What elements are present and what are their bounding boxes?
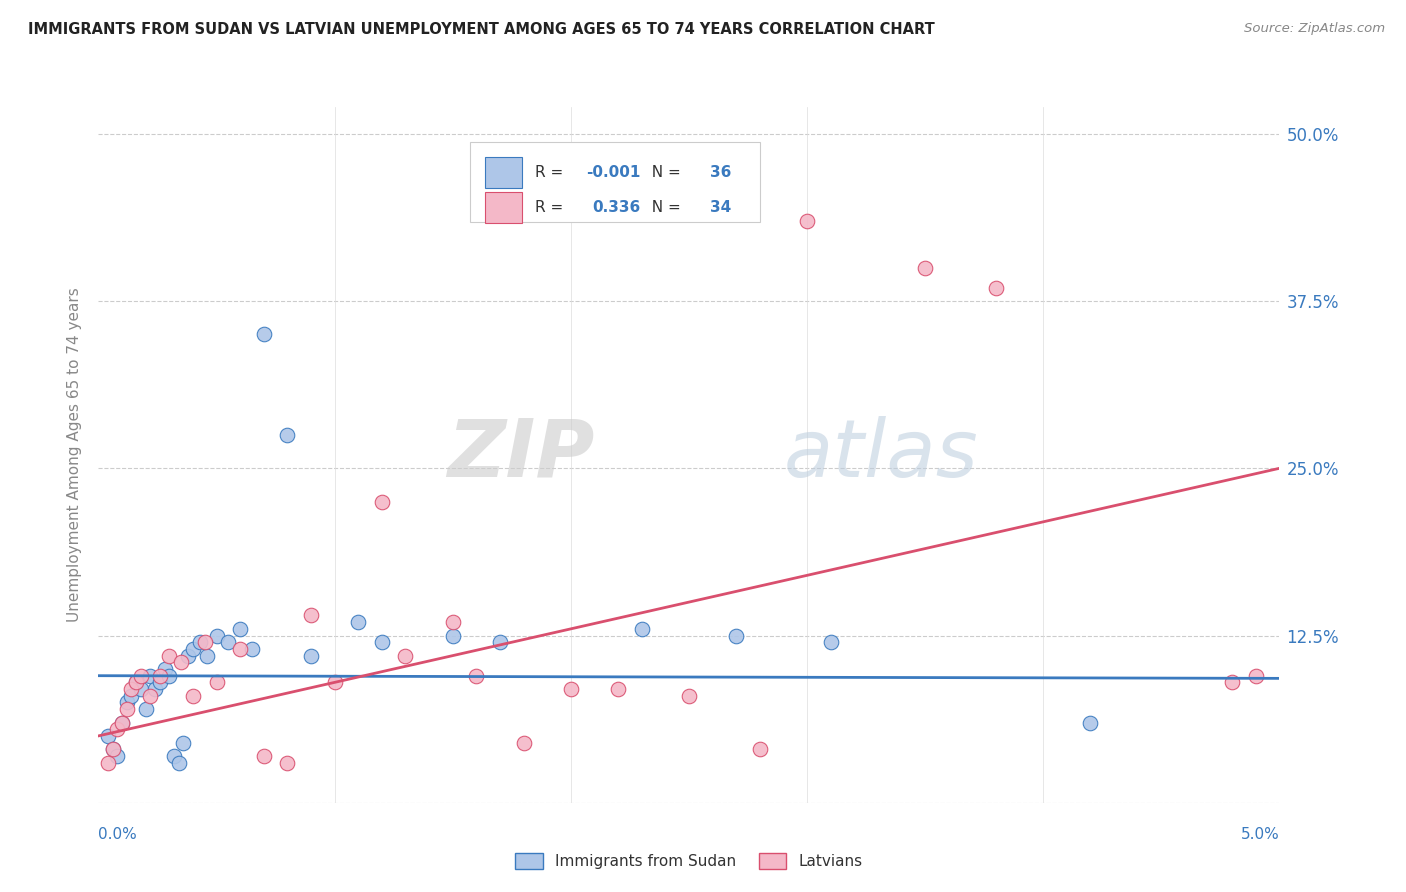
Point [371, 635, 394, 649]
Point [188, 635, 211, 649]
Point [121, 689, 143, 703]
Point [748, 742, 770, 756]
Text: R =: R = [536, 200, 574, 215]
Point [276, 427, 298, 442]
Legend: Immigrants from Sudan, Latvians: Immigrants from Sudan, Latvians [509, 847, 869, 875]
Point [229, 622, 252, 636]
Point [725, 628, 748, 642]
Text: 5.0%: 5.0% [1240, 827, 1279, 841]
Point [205, 675, 228, 690]
Point [115, 696, 138, 710]
Point [97, 756, 120, 770]
Text: 36: 36 [710, 165, 731, 179]
FancyBboxPatch shape [471, 142, 759, 222]
Point [229, 642, 252, 657]
Text: Source: ZipAtlas.com: Source: ZipAtlas.com [1244, 22, 1385, 36]
Point [820, 635, 842, 649]
Point [139, 689, 162, 703]
Text: N =: N = [641, 165, 685, 179]
Point [172, 735, 194, 749]
Point [1220, 675, 1243, 690]
Point [115, 702, 138, 716]
Text: atlas: atlas [783, 416, 979, 494]
Point [129, 681, 152, 696]
Point [560, 681, 582, 696]
Text: -0.001: -0.001 [586, 165, 641, 179]
Point [323, 675, 346, 690]
Point [129, 669, 152, 683]
Point [105, 749, 128, 764]
Point [149, 675, 172, 690]
Point [135, 702, 157, 716]
Point [111, 715, 134, 730]
Point [1244, 669, 1267, 683]
Point [276, 756, 298, 770]
Point [371, 494, 394, 508]
Y-axis label: Unemployment Among Ages 65 to 74 years: Unemployment Among Ages 65 to 74 years [67, 287, 83, 623]
Point [678, 689, 700, 703]
Point [170, 655, 193, 669]
Point [181, 689, 204, 703]
Text: IMMIGRANTS FROM SUDAN VS LATVIAN UNEMPLOYMENT AMONG AGES 65 TO 74 YEARS CORRELAT: IMMIGRANTS FROM SUDAN VS LATVIAN UNEMPLO… [28, 22, 935, 37]
Point [394, 648, 416, 663]
Point [347, 615, 370, 630]
Point [465, 669, 488, 683]
Point [97, 729, 120, 743]
Point [195, 648, 218, 663]
Point [489, 635, 512, 649]
Point [441, 615, 464, 630]
Point [607, 681, 630, 696]
Point [157, 648, 180, 663]
Point [125, 675, 148, 690]
Point [105, 723, 128, 737]
Point [125, 675, 148, 690]
Point [177, 648, 200, 663]
Text: R =: R = [536, 165, 568, 179]
Point [217, 635, 239, 649]
Point [205, 628, 228, 642]
FancyBboxPatch shape [485, 157, 523, 188]
Point [163, 749, 186, 764]
Point [441, 628, 464, 642]
Point [121, 681, 143, 696]
Point [153, 662, 176, 676]
Point [1080, 715, 1102, 730]
Point [111, 715, 134, 730]
Text: ZIP: ZIP [447, 416, 595, 494]
Point [253, 749, 276, 764]
Point [181, 642, 204, 657]
Point [796, 213, 818, 227]
Point [139, 669, 162, 683]
Point [143, 681, 166, 696]
Text: 0.336: 0.336 [592, 200, 640, 215]
Point [914, 260, 936, 275]
Point [512, 735, 534, 749]
Point [299, 608, 322, 623]
Text: 34: 34 [710, 200, 731, 215]
Point [101, 742, 124, 756]
Point [101, 742, 124, 756]
Point [194, 635, 217, 649]
Point [167, 756, 190, 770]
Point [630, 622, 652, 636]
Point [253, 327, 276, 342]
Text: 0.0%: 0.0% [98, 827, 138, 841]
Point [157, 669, 180, 683]
FancyBboxPatch shape [485, 192, 523, 223]
Point [240, 642, 263, 657]
Point [984, 280, 1007, 294]
Text: N =: N = [641, 200, 685, 215]
Point [299, 648, 322, 663]
Point [149, 669, 172, 683]
